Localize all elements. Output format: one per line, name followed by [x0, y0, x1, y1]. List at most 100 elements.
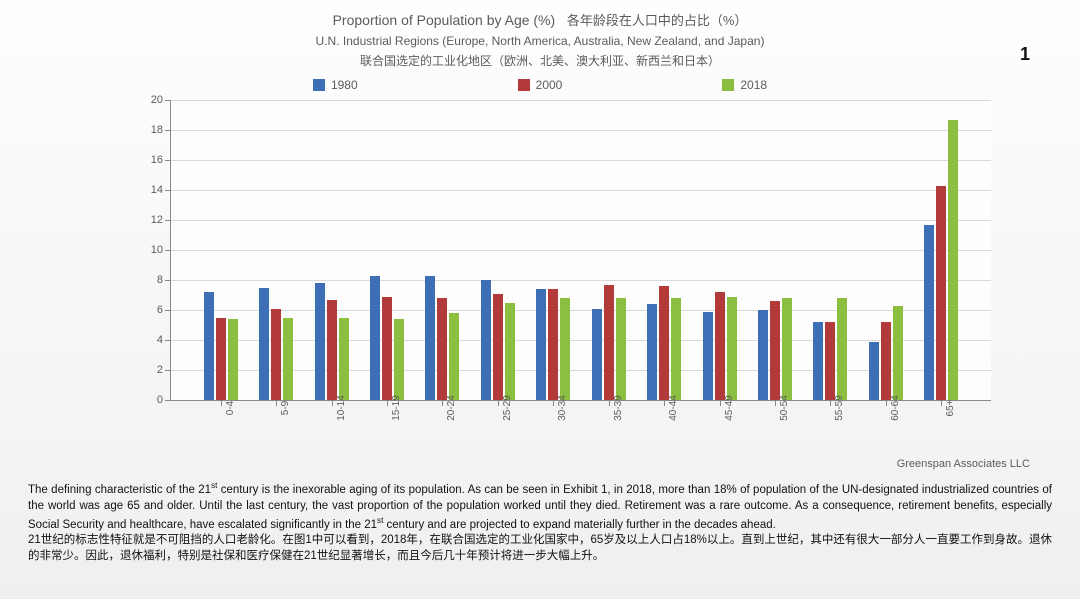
- bar: [370, 276, 380, 401]
- x-axis-label: 60-64: [890, 395, 901, 421]
- legend-swatch: [518, 79, 530, 91]
- y-axis-label: 0: [137, 394, 163, 406]
- y-tick: [165, 400, 171, 401]
- legend-label: 1980: [331, 78, 358, 92]
- y-tick: [165, 250, 171, 251]
- bar: [327, 300, 337, 401]
- chart-subtitle-zh: 联合国选定的工业化地区（欧洲、北美、澳大利亚、新西兰和日本）: [0, 52, 1080, 69]
- bar: [548, 289, 558, 400]
- x-axis-label: 25-29: [502, 395, 513, 421]
- y-tick: [165, 280, 171, 281]
- gridline: [171, 280, 991, 281]
- bar-group: [924, 120, 958, 401]
- plot-area: 024681012141618200-45-910-1415-1920-2425…: [170, 100, 991, 401]
- x-tick: [941, 400, 942, 406]
- y-axis-label: 18: [137, 124, 163, 136]
- x-axis-label: 30-34: [557, 395, 568, 421]
- bar: [259, 288, 269, 401]
- legend: 198020002018: [0, 78, 1080, 94]
- x-tick: [332, 400, 333, 406]
- bar: [449, 313, 459, 400]
- bar-group: [703, 292, 737, 400]
- legend-item: 1980: [313, 78, 358, 92]
- y-axis-label: 8: [137, 274, 163, 286]
- y-axis-label: 14: [137, 184, 163, 196]
- bar: [425, 276, 435, 401]
- gridline: [171, 160, 991, 161]
- y-axis-label: 16: [137, 154, 163, 166]
- x-axis-label: 5-9: [280, 401, 291, 415]
- x-tick: [775, 400, 776, 406]
- bar: [339, 318, 349, 401]
- x-axis-label: 15-19: [391, 395, 402, 421]
- y-tick: [165, 160, 171, 161]
- bar: [924, 225, 934, 401]
- bar: [936, 186, 946, 401]
- x-axis-label: 50-54: [779, 395, 790, 421]
- y-tick: [165, 130, 171, 131]
- x-axis-label: 35-39: [613, 395, 624, 421]
- bar: [536, 289, 546, 400]
- page-root: { "title": { "en": "Proportion of Popula…: [0, 0, 1080, 599]
- x-tick: [276, 400, 277, 406]
- bar: [437, 298, 447, 400]
- bar: [671, 298, 681, 400]
- legend-item: 2000: [518, 78, 563, 92]
- x-tick: [609, 400, 610, 406]
- bar: [271, 309, 281, 401]
- x-axis-label: 65+: [945, 400, 956, 417]
- x-tick: [221, 400, 222, 406]
- y-axis-label: 2: [137, 364, 163, 376]
- bar: [770, 301, 780, 400]
- bar: [592, 309, 602, 401]
- chart-title: Proportion of Population by Age (%) 各年龄段…: [0, 10, 1080, 29]
- gridline: [171, 250, 991, 251]
- bar: [616, 298, 626, 400]
- bar-group: [370, 276, 404, 401]
- y-tick: [165, 190, 171, 191]
- legend-swatch: [313, 79, 325, 91]
- x-tick: [664, 400, 665, 406]
- bar: [758, 310, 768, 400]
- bar-group: [259, 288, 293, 401]
- bar-group: [204, 292, 238, 400]
- y-axis-label: 6: [137, 304, 163, 316]
- gridline: [171, 130, 991, 131]
- y-axis-label: 12: [137, 214, 163, 226]
- bar: [382, 297, 392, 401]
- x-axis-label: 40-44: [668, 395, 679, 421]
- body-text-en: The defining characteristic of the 21st …: [28, 480, 1052, 533]
- bar-group: [813, 298, 847, 400]
- y-axis-label: 20: [137, 94, 163, 106]
- bar: [481, 280, 491, 400]
- gridline: [171, 220, 991, 221]
- x-axis-label: 45-49: [724, 395, 735, 421]
- y-axis-label: 10: [137, 244, 163, 256]
- bar: [647, 304, 657, 400]
- x-axis-label: 55-59: [834, 395, 845, 421]
- x-tick: [442, 400, 443, 406]
- attribution: Greenspan Associates LLC: [897, 458, 1030, 470]
- bar-group: [758, 298, 792, 400]
- chart-title-zh: 各年龄段在人口中的占比（%）: [567, 13, 748, 28]
- y-tick: [165, 220, 171, 221]
- bar: [881, 322, 891, 400]
- bar-group: [647, 286, 681, 400]
- x-axis-label: 0-4: [225, 401, 236, 415]
- bar: [825, 322, 835, 400]
- bar: [948, 120, 958, 401]
- x-tick: [387, 400, 388, 406]
- gridline: [171, 190, 991, 191]
- bar-group: [536, 289, 570, 400]
- bar-chart: 024681012141618200-45-910-1415-1920-2425…: [130, 100, 1000, 435]
- bar: [813, 322, 823, 400]
- x-axis-label: 10-14: [336, 395, 347, 421]
- y-tick: [165, 100, 171, 101]
- bar: [228, 319, 238, 400]
- x-tick: [886, 400, 887, 406]
- bar: [703, 312, 713, 401]
- y-tick: [165, 340, 171, 341]
- chart-subtitle-en: U.N. Industrial Regions (Europe, North A…: [0, 34, 1080, 48]
- body-text-zh: 21世纪的标志性特征就是不可阻挡的人口老龄化。在图1中可以看到，2018年，在联…: [28, 533, 1052, 565]
- bar: [659, 286, 669, 400]
